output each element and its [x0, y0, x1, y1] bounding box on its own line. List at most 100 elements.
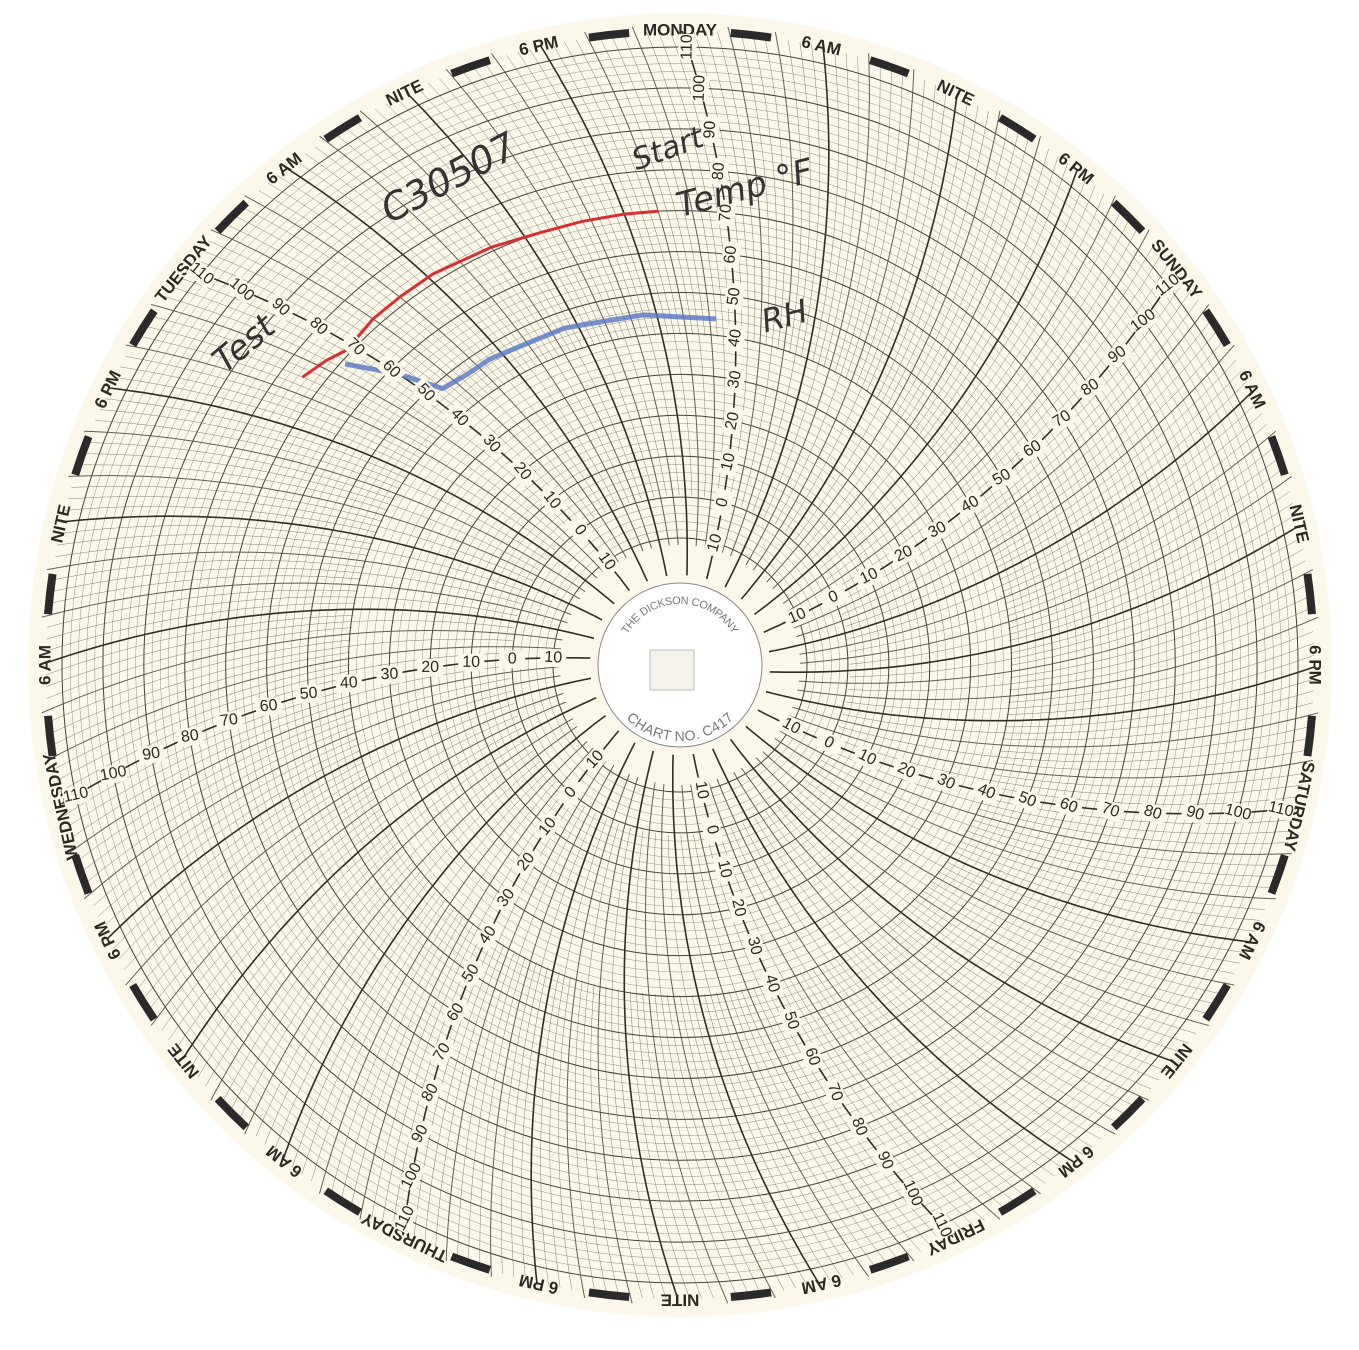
minor-circle: [127, 112, 1233, 1218]
minor-circle: [364, 349, 996, 981]
y-tick-label: 80: [418, 1081, 442, 1105]
scale-backdrop: [700, 116, 721, 144]
time-line: [742, 822, 1055, 1177]
time-line: [584, 31, 699, 547]
time-line: [1007, 631, 1314, 703]
time-line: [822, 962, 1046, 1184]
y-tick-label: 90: [408, 1122, 432, 1146]
time-line: [885, 111, 989, 408]
ring-bar: [44, 573, 57, 615]
scale-backdrop: [821, 1076, 848, 1108]
time-line: [952, 850, 1256, 932]
scale-backdrop: [726, 893, 751, 923]
grid-circle: [184, 169, 1176, 1161]
scale-backdrop: [536, 484, 567, 517]
time-line: [233, 214, 595, 519]
grid-line: [109, 387, 615, 605]
time-line: [998, 726, 1312, 755]
time-line: [965, 830, 1274, 888]
time-line: [330, 906, 456, 1195]
y-tick-label: 70: [1050, 407, 1074, 431]
time-line: [483, 61, 632, 339]
minor-circle: [536, 521, 824, 809]
scale-backdrop: [456, 957, 486, 990]
time-line: [728, 991, 877, 1269]
y-tick-label: 70: [824, 1081, 846, 1104]
time-line: [238, 860, 415, 1121]
minor-circle: [487, 472, 873, 858]
time-line: [1009, 584, 1309, 678]
scale-backdrop: [1016, 434, 1049, 464]
time-line: [717, 32, 756, 344]
scale-backdrop: [723, 365, 747, 395]
scale-backdrop: [888, 540, 920, 569]
time-line: [741, 767, 1150, 1101]
time-line: [258, 190, 505, 386]
time-line: [599, 36, 693, 336]
time-line: [812, 50, 839, 363]
time-line: [855, 80, 925, 386]
time-line: [799, 475, 1292, 664]
scale-backdrop: [416, 1077, 445, 1109]
scale-backdrop: [473, 919, 503, 952]
time-line: [630, 991, 691, 1299]
scale-backdrop: [690, 74, 710, 102]
time-line: [552, 43, 669, 336]
grid-line: [62, 515, 603, 621]
time-line: [190, 829, 395, 1069]
grid-circle: [307, 292, 1053, 1038]
y-tick-label: 50: [299, 685, 318, 703]
scale-backdrop: [1137, 800, 1168, 826]
time-line: [295, 160, 527, 374]
time-line: [86, 442, 395, 500]
minor-circle: [168, 153, 1192, 1177]
time-line: [752, 69, 915, 571]
time-line: [813, 770, 1261, 921]
y-tick-label: 80: [180, 727, 200, 746]
y-tick-label: 10: [786, 605, 809, 628]
y-tick-label: 80: [710, 162, 728, 181]
time-line: [991, 359, 1237, 557]
time-line: [788, 715, 1313, 779]
scale-backdrop: [579, 744, 611, 776]
time-line: [855, 944, 1102, 1140]
ring-bar: [71, 853, 93, 895]
scale-backdrop: [986, 463, 1018, 492]
time-line: [114, 377, 415, 469]
time-line: [837, 290, 1192, 603]
grid-line: [729, 738, 1175, 1063]
y-tick-label: 60: [721, 245, 740, 265]
time-line: [123, 773, 369, 971]
scale-backdrop: [799, 1041, 825, 1072]
time-line: [59, 525, 374, 545]
ring-bar: [44, 715, 57, 757]
time-line: [705, 31, 749, 503]
time-line: [56, 652, 511, 782]
time-line: [445, 68, 670, 546]
time-line: [800, 44, 820, 359]
scale-backdrop: [845, 1111, 873, 1143]
y-tick-label: 80: [848, 1115, 870, 1138]
y-tick-label: 50: [780, 1009, 802, 1031]
scale-backdrop: [818, 583, 850, 611]
scale-backdrop: [710, 487, 735, 518]
scale-backdrop: [700, 815, 724, 845]
time-line: [833, 956, 1065, 1170]
time-line: [842, 690, 1314, 734]
scale-backdrop: [564, 514, 595, 547]
scale-backdrop: [185, 258, 218, 290]
y-tick-label: 110: [1266, 798, 1295, 821]
minor-circle: [86, 71, 1274, 1259]
minor-circle: [323, 308, 1037, 1022]
y-tick-label: 60: [259, 697, 279, 716]
y-tick-label: 50: [1016, 789, 1039, 811]
ring-bar: [997, 114, 1037, 143]
grid-line: [724, 47, 830, 588]
time-line: [959, 840, 1265, 910]
time-line: [912, 898, 1196, 1034]
minor-circle: [290, 275, 1070, 1055]
time-line: [57, 534, 527, 593]
scale-backdrop: [930, 768, 962, 796]
time-line: [276, 175, 516, 380]
time-line: [54, 664, 351, 770]
